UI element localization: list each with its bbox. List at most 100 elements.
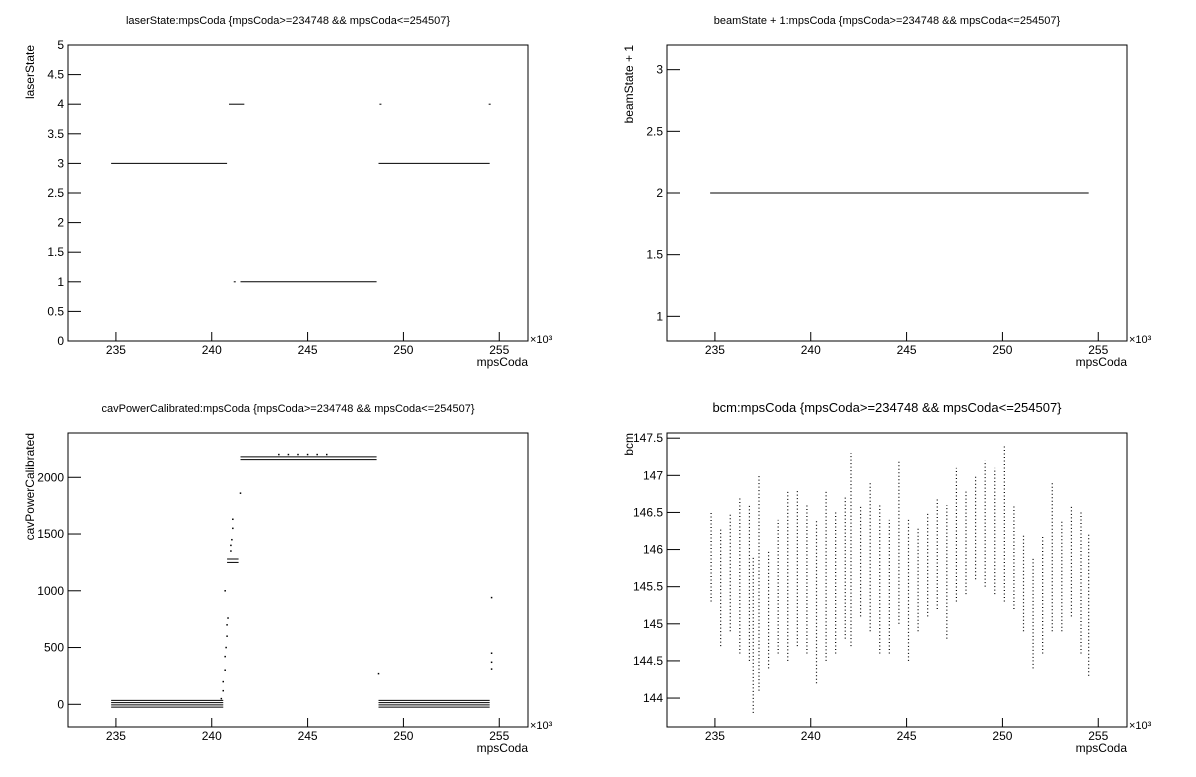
point [225, 646, 227, 649]
y-tick-label: 4.5 [47, 68, 64, 82]
y-tick-label: 2.5 [646, 124, 663, 138]
point [377, 672, 380, 675]
y-tick-label: 2000 [37, 470, 64, 484]
x-tick-label: 240 [202, 343, 222, 357]
point [287, 453, 290, 456]
x-tick-label: 250 [992, 729, 1012, 743]
x-tick-label: 240 [801, 343, 821, 357]
point [239, 492, 242, 494]
y-tick-label: 1500 [37, 527, 64, 541]
plot-frame [666, 432, 1128, 728]
y-axis-label: beamState + 1 [622, 45, 636, 124]
y-tick-label: 500 [44, 641, 64, 655]
x-tick-label: 235 [106, 729, 126, 743]
point [231, 538, 233, 541]
point [490, 652, 493, 654]
point [232, 527, 234, 530]
point [490, 668, 493, 670]
x-tick-label: 250 [992, 343, 1012, 357]
point [222, 689, 224, 692]
point [224, 655, 226, 658]
x-tick-label: 255 [1088, 729, 1108, 743]
point [226, 635, 228, 637]
x-multiplier: ×10³ [1129, 334, 1152, 346]
point [224, 669, 226, 671]
y-tick-label: 0.5 [47, 304, 64, 318]
y-tick-label: 1 [57, 275, 64, 289]
y-tick-label: 147 [643, 468, 663, 482]
y-tick-label: 146.5 [633, 505, 663, 519]
y-tick-label: 2 [57, 216, 64, 230]
y-axis-label: cavPowerCalibrated [23, 433, 37, 540]
x-axis-label: mpsCoda [477, 741, 529, 755]
point [220, 697, 223, 700]
y-tick-label: 4 [57, 97, 64, 111]
y-tick-label: 3 [57, 156, 64, 170]
y-tick-label: 1 [656, 309, 663, 323]
y-tick-label: 1000 [37, 584, 64, 598]
point [490, 596, 493, 599]
point [224, 590, 226, 592]
x-multiplier: ×10³ [530, 720, 553, 732]
y-tick-label: 144 [643, 691, 663, 705]
x-axis-label: mpsCoda [1076, 741, 1128, 755]
x-tick-label: 250 [393, 343, 413, 357]
x-tick-label: 240 [202, 729, 222, 743]
y-tick-label: 145 [643, 617, 663, 631]
y-axis-label: bcm [622, 433, 636, 456]
y-tick-label: 1.5 [646, 248, 663, 262]
x-tick-label: 245 [298, 343, 318, 357]
y-tick-label: 5 [57, 38, 64, 52]
y-tick-label: 3 [656, 63, 663, 77]
y-tick-label: 2 [656, 186, 663, 200]
plot-frame [67, 432, 529, 728]
y-tick-label: 1.5 [47, 245, 64, 259]
chart-title: bcm:mpsCoda {mpsCoda>=234748 && mpsCoda<… [712, 400, 1062, 415]
x-tick-label: 245 [897, 343, 917, 357]
point [297, 453, 299, 456]
point [233, 281, 236, 283]
x-tick-label: 255 [1088, 343, 1108, 357]
point [230, 544, 232, 547]
x-tick-label: 240 [801, 729, 821, 743]
y-tick-label: 2.5 [47, 186, 64, 200]
point [222, 680, 224, 683]
point [379, 103, 382, 105]
chart-title: cavPowerCalibrated:mpsCoda {mpsCoda>=234… [101, 403, 474, 415]
point [326, 453, 328, 456]
y-tick-label: 145.5 [633, 580, 663, 594]
y-tick-label: 144.5 [633, 654, 663, 668]
point [227, 617, 229, 619]
x-tick-label: 250 [393, 729, 413, 743]
x-tick-label: 235 [705, 343, 725, 357]
x-tick-label: 235 [705, 729, 725, 743]
point [316, 453, 318, 456]
x-tick-label: 255 [489, 343, 509, 357]
y-tick-label: 3.5 [47, 127, 64, 141]
point [230, 550, 232, 552]
x-tick-label: 255 [489, 729, 509, 743]
y-axis-label: laserState [23, 45, 37, 99]
y-tick-label: 0 [57, 334, 64, 348]
x-axis-label: mpsCoda [1076, 355, 1128, 369]
chart-title: beamState + 1:mpsCoda {mpsCoda>=234748 &… [714, 15, 1061, 27]
y-tick-label: 147.5 [633, 431, 663, 445]
x-tick-label: 245 [298, 729, 318, 743]
x-axis-label: mpsCoda [477, 355, 529, 369]
point [306, 453, 309, 456]
point [488, 103, 491, 105]
y-tick-label: 146 [643, 543, 663, 557]
chart-title: laserState:mpsCoda {mpsCoda>=234748 && m… [126, 15, 450, 27]
x-tick-label: 235 [106, 343, 126, 357]
point [278, 453, 280, 456]
point [490, 661, 493, 664]
plot-frame [67, 44, 529, 342]
point [226, 624, 228, 626]
x-multiplier: ×10³ [530, 334, 553, 346]
x-multiplier: ×10³ [1129, 720, 1152, 732]
y-tick-label: 0 [57, 697, 64, 711]
x-tick-label: 245 [897, 729, 917, 743]
point [232, 518, 234, 521]
